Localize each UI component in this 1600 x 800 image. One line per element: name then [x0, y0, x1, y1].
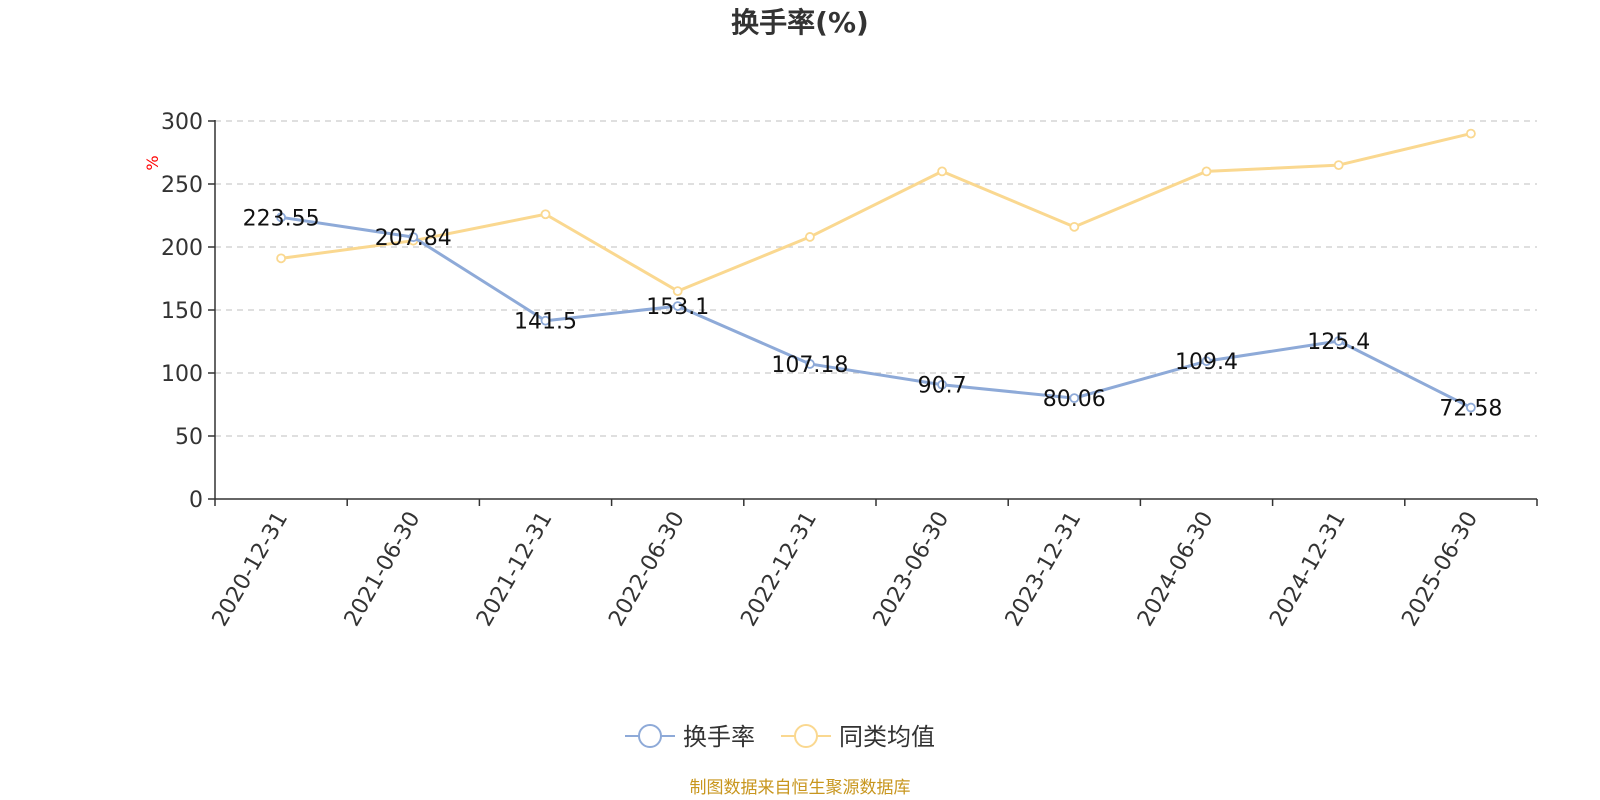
x-tick-label: 2021-06-30: [340, 508, 426, 631]
data-label: 141.5: [514, 310, 577, 335]
data-point: [937, 166, 947, 177]
data-point: [408, 232, 419, 243]
data-label: 207.84: [375, 226, 452, 251]
data-label: 153.1: [646, 295, 709, 320]
data-point: [1069, 221, 1080, 232]
source-note: 制图数据来自恒生聚源数据库: [690, 778, 911, 798]
data-label: 72.58: [1439, 397, 1502, 422]
y-tick-label: 50: [175, 425, 203, 450]
data-point: [805, 359, 815, 369]
data-point: [805, 232, 815, 242]
x-tick-label: 2020-12-31: [208, 508, 294, 631]
x-tick-label: 2022-06-30: [604, 508, 690, 631]
data-label: 90.7: [918, 374, 967, 399]
y-tick-label: 300: [161, 110, 203, 135]
y-tick-label: 150: [161, 299, 203, 324]
y-axis-unit: %: [143, 155, 162, 170]
data-point: [276, 253, 287, 264]
x-tick-label: 2024-06-30: [1133, 508, 1219, 631]
x-tick-label: 2023-06-30: [869, 508, 955, 631]
data-point: [1333, 160, 1344, 171]
data-label: 223.55: [243, 206, 320, 231]
data-point: [672, 301, 683, 311]
data-point: [1201, 166, 1212, 177]
data-point: [672, 286, 683, 297]
data-point: [276, 212, 287, 223]
data-labels: 223.55 207.84 141.5 153.1 107.18 90.7 80.06 109…: [243, 206, 1503, 421]
y-tick-label: 200: [161, 236, 203, 261]
data-point: [540, 315, 551, 326]
legend-label: 换手率: [683, 723, 755, 751]
x-tick-label: 2021-12-31: [472, 508, 558, 631]
data-label: 80.06: [1043, 387, 1106, 412]
y-tick-label: 250: [161, 173, 203, 198]
data-label: 109.4: [1175, 350, 1238, 375]
data-point: [1466, 128, 1476, 139]
data-point: [1466, 402, 1476, 413]
legend-label: 同类均值: [839, 723, 935, 751]
legend-item-2[interactable]: 同类均值: [781, 723, 935, 751]
x-tick-label: 2025-06-30: [1397, 508, 1483, 631]
data-label: 125.4: [1307, 330, 1370, 355]
data-label: 107.18: [771, 353, 848, 378]
legend[interactable]: 换手率 同类均值: [625, 723, 935, 751]
chart-title: 换手率(%): [731, 6, 869, 39]
x-tick-label: 2022-12-31: [736, 508, 822, 631]
x-tick-label: 2024-12-31: [1265, 508, 1351, 631]
legend-item-1[interactable]: 换手率: [625, 723, 755, 751]
series-line-2: [280, 132, 1472, 293]
legend-marker: [638, 724, 662, 748]
series-line-1: [280, 215, 1472, 409]
data-point: [937, 379, 947, 390]
data-point: [1069, 393, 1080, 404]
data-point: [1201, 356, 1212, 367]
data-point: [1333, 336, 1344, 346]
y-tick-label: 100: [161, 362, 203, 387]
series-layer: [276, 128, 1476, 413]
data-point: [540, 209, 551, 220]
x-tick-label: 2023-12-31: [1001, 508, 1087, 631]
legend-marker: [794, 724, 818, 748]
y-tick-label: 0: [189, 488, 203, 513]
gridlines: [215, 120, 1537, 437]
